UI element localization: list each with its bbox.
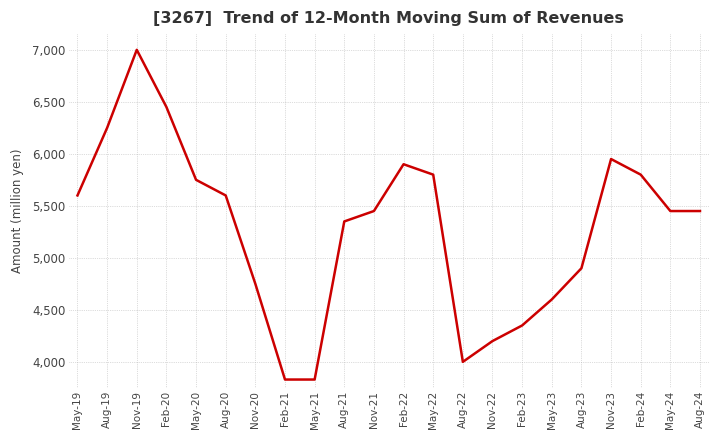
Y-axis label: Amount (million yen): Amount (million yen) (11, 149, 24, 273)
Title: [3267]  Trend of 12-Month Moving Sum of Revenues: [3267] Trend of 12-Month Moving Sum of R… (153, 11, 624, 26)
